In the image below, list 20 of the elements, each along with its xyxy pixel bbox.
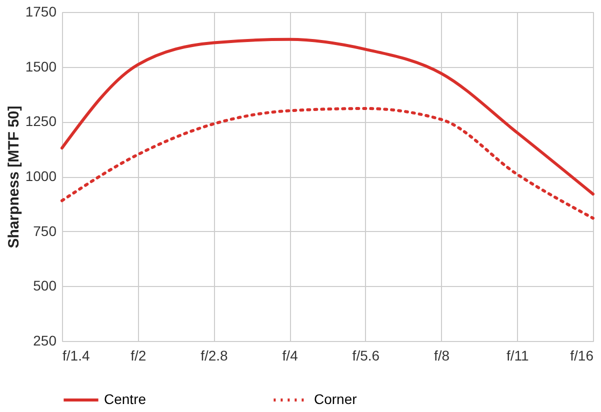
y-tick-label: 1500 xyxy=(25,58,57,74)
y-tick-label: 250 xyxy=(33,332,57,348)
x-tick-label: f/11 xyxy=(506,348,530,364)
legend-label: Centre xyxy=(104,391,146,407)
x-tick-label: f/2.8 xyxy=(200,348,228,364)
y-tick-label: 750 xyxy=(33,222,57,239)
y-tick-label: 1000 xyxy=(25,168,57,184)
x-tick-label: f/4 xyxy=(282,348,298,364)
x-tick-label: f/2 xyxy=(130,348,146,364)
x-tick-label: f/5.6 xyxy=(352,348,380,364)
y-tick-label: 1250 xyxy=(25,113,57,130)
line-series xyxy=(60,38,594,196)
x-tick-label: f/1.4 xyxy=(62,348,90,364)
x-tick-label: f/16 xyxy=(570,348,594,364)
line-series xyxy=(60,107,594,220)
y-tick-label: 500 xyxy=(33,278,57,294)
x-tick-label: f/8 xyxy=(434,348,450,364)
legend-label: Corner xyxy=(314,391,358,407)
y-tick-label: 1750 xyxy=(25,4,57,20)
y-axis-title: Sharpness [MTF 50] xyxy=(5,106,22,248)
